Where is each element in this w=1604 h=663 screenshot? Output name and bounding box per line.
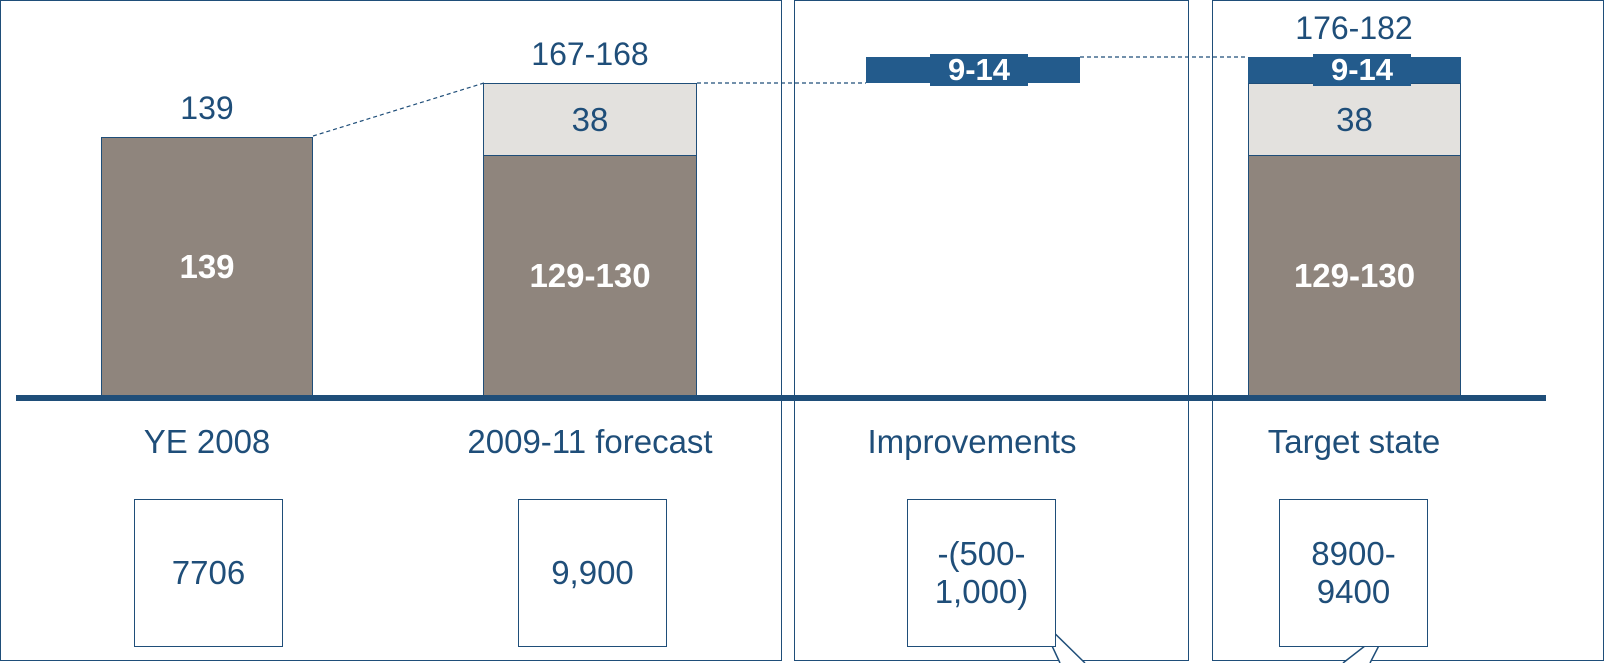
bar-ye2008-base: 139 xyxy=(101,137,313,396)
value-box-ye2008: 7706 xyxy=(134,499,283,647)
bar-target-mid: 38 xyxy=(1248,83,1461,156)
bar-forecast-base: 129-130 xyxy=(483,155,697,396)
improvements-value-tag: 9-14 xyxy=(930,52,1028,87)
value-box-improvements: -(500- 1,000) xyxy=(907,499,1056,647)
value-box-target: 8900- 9400 xyxy=(1279,499,1428,647)
total-label-forecast: 167-168 xyxy=(531,36,649,72)
total-label-ye2008: 139 xyxy=(180,90,234,126)
connector-line-1 xyxy=(312,82,485,137)
total-label-target: 176-182 xyxy=(1295,10,1413,46)
category-label-improvements: Improvements xyxy=(867,423,1077,460)
bar-forecast-mid: 38 xyxy=(483,83,697,156)
panel-left xyxy=(0,0,782,661)
panel-improvements xyxy=(794,0,1189,661)
category-label-ye2008: YE 2008 xyxy=(143,423,271,460)
category-label-forecast: 2009-11 forecast xyxy=(467,423,713,460)
target-top-value-tag: 9-14 xyxy=(1313,52,1411,87)
bar-target-base: 129-130 xyxy=(1248,155,1461,396)
value-box-forecast: 9,900 xyxy=(518,499,667,647)
x-axis-line xyxy=(16,395,1546,401)
category-label-target: Target state xyxy=(1267,423,1441,460)
